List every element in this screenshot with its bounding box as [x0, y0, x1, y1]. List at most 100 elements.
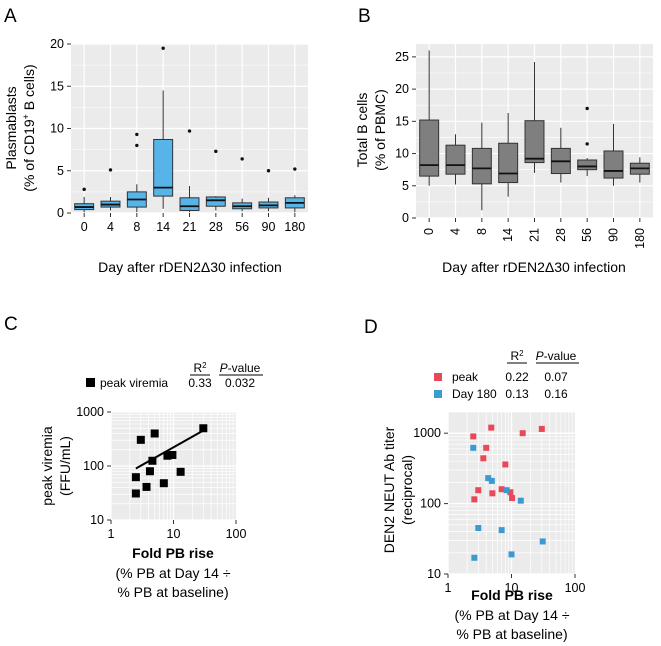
x-tick-label: 14 [501, 228, 515, 242]
panel-a-ylabel-line2: (% of CD19+ B cells) [21, 64, 37, 191]
panel-d-legend-day180-marker [434, 390, 442, 398]
panel-letter-d: D [364, 317, 378, 338]
panel-d-day180-p: 0.16 [544, 387, 568, 401]
box-iqr [471, 147, 492, 185]
box-iqr [498, 142, 519, 184]
data-point [159, 479, 168, 488]
box-iqr [205, 196, 226, 207]
panel-d-chart: R2 P-value peak 0.22 0.07 Day 180 0.13 0… [381, 349, 585, 643]
panel-a-boxes [74, 46, 305, 213]
panel-d-points [470, 424, 546, 561]
y-tick-label: 100 [83, 459, 104, 473]
y-tick-label: 0 [402, 211, 409, 225]
panel-d-legend-peak-marker [434, 373, 442, 381]
data-point [508, 551, 515, 558]
data-point [131, 473, 140, 482]
panel-d-x-ticks: 1 10 100 [445, 574, 585, 595]
x-tick-label: 10 [505, 581, 519, 595]
panel-b-boxes [419, 50, 650, 211]
panel-d-xlabel: Fold PB rise [471, 587, 553, 603]
y-tick-label: 15 [395, 114, 409, 128]
x-tick-label: 14 [156, 220, 170, 234]
panel-c-r2-header: R2 [193, 361, 207, 376]
data-point [480, 455, 487, 462]
x-tick-label: 28 [209, 220, 223, 234]
box-outlier [82, 187, 86, 192]
data-point [136, 435, 145, 444]
x-tick-label: 28 [554, 228, 568, 242]
panel-d-peak-r2: 0.22 [505, 370, 529, 384]
x-tick-label: 8 [133, 220, 140, 234]
panel-c-chart: R2 P-value peak viremia 0.33 0.032 10 100… [39, 361, 263, 600]
x-tick-label: 90 [262, 220, 276, 234]
data-point [488, 424, 495, 431]
panel-d-p-header: P-value [536, 349, 577, 363]
panel-c-points [131, 424, 208, 498]
box-iqr [577, 159, 598, 171]
panel-letter-b: B [358, 6, 371, 27]
panel-c-grid [110, 411, 236, 521]
panel-a-chart: 0 5 10 15 20 0 4 8 14 21 28 56 90 180 Plasmablasts (… [3, 37, 308, 275]
panel-c-ylabel-line1: peak viremia [39, 426, 55, 506]
data-point [475, 525, 482, 532]
panel-a-x-ticks: 0 4 8 14 21 28 56 90 180 [81, 213, 305, 234]
y-tick-label: 15 [50, 79, 64, 93]
data-point [470, 444, 477, 451]
x-tick-label: 0 [81, 220, 88, 234]
data-point [176, 467, 185, 476]
data-point [488, 477, 495, 484]
box-outlier [266, 169, 271, 173]
box-iqr [179, 197, 200, 211]
box-iqr [603, 150, 624, 179]
x-tick-label: 56 [235, 220, 249, 234]
data-point [507, 489, 514, 496]
panel-a-xlabel: Day after rDEN2Δ30 infection [98, 259, 282, 275]
data-point [538, 425, 545, 432]
y-tick-label: 100 [420, 497, 441, 511]
box-outlier [293, 167, 297, 171]
panel-b-x-ticks: 0 4 8 14 21 28 56 90 180 [422, 218, 647, 249]
x-tick-label: 21 [528, 228, 542, 242]
data-point [145, 467, 154, 476]
box-iqr [524, 120, 545, 164]
data-point [502, 461, 509, 468]
data-point [131, 489, 140, 498]
panel-c-legend-marker [86, 378, 95, 387]
x-tick-label: 21 [183, 220, 197, 234]
data-point [148, 456, 157, 465]
y-tick-label: 5 [57, 164, 64, 178]
x-tick-label: 56 [580, 228, 594, 242]
panel-c-x-ticks: 1 10 100 [108, 520, 246, 541]
data-point [498, 486, 505, 493]
panel-b-ylabel-line1: Total B cells [354, 93, 370, 168]
panel-letter-c: C [4, 314, 18, 335]
panel-d-legend-peak-label: peak [452, 370, 479, 384]
x-tick-label: 4 [449, 228, 463, 235]
x-tick-label: 1 [445, 581, 452, 595]
data-point [509, 495, 516, 502]
data-point [142, 482, 151, 491]
y-tick-label: 10 [395, 147, 409, 161]
data-point [503, 487, 510, 494]
panel-letter-a: A [4, 6, 17, 27]
panel-a-y-ticks: 0 5 10 15 20 [50, 37, 71, 220]
y-tick-label: 25 [395, 50, 409, 64]
box-outlier [161, 46, 165, 50]
panel-d-ylabel-line1: DEN2 NEUT Ab titer [381, 426, 397, 553]
panel-d-day180-r2: 0.13 [505, 387, 529, 401]
box-outlier [214, 149, 218, 154]
y-tick-label: 0 [57, 206, 64, 220]
y-tick-label: 20 [50, 37, 64, 51]
panel-d-grid [447, 411, 575, 575]
panel-c-r2-value: 0.33 [188, 376, 212, 390]
panel-c-xlabel-sub2: % PB at baseline) [117, 584, 228, 600]
x-tick-label: 1 [108, 527, 115, 541]
y-tick-label: 20 [395, 82, 409, 96]
panel-d-xlabel-sub1: (% PB at Day 14 ÷ [454, 607, 569, 623]
y-tick-label: 5 [402, 179, 409, 193]
panel-d-legend-day180-label: Day 180 [452, 387, 497, 401]
panel-b-chart: 0 5 10 15 20 25 0 4 8 14 21 28 56 90 180 Total B cell… [354, 44, 653, 275]
box-outlier [108, 168, 113, 172]
panel-d-peak-p: 0.07 [544, 370, 568, 384]
data-point [498, 527, 505, 534]
